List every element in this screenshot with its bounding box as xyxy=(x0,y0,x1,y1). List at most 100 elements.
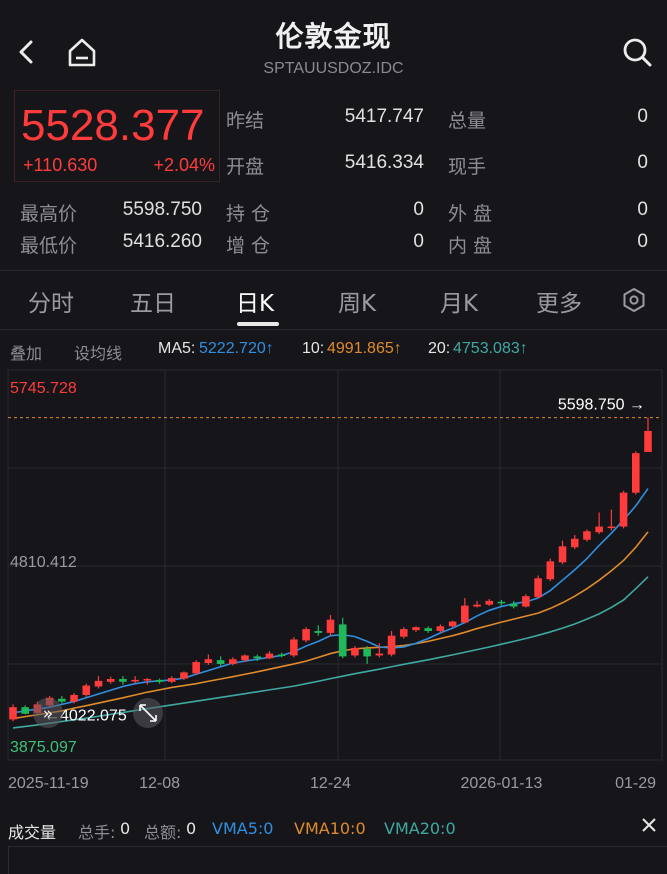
y-axis-top-label: 5745.728 xyxy=(10,380,77,397)
volume-title: 成交量 xyxy=(8,823,57,842)
total-amount-value: 0 xyxy=(186,819,197,838)
open-value: 5416.334 xyxy=(344,152,424,173)
candle-body xyxy=(583,531,591,540)
x-tick-label: 12-24 xyxy=(310,775,351,792)
vma5-value: VMA5:0 xyxy=(212,819,274,838)
candle-body xyxy=(387,635,396,655)
candle-body xyxy=(119,678,127,682)
add-position-label: 增 仓 xyxy=(226,235,271,257)
candle-body xyxy=(509,603,518,607)
add-position-value: 0 xyxy=(413,231,424,252)
close-icon xyxy=(642,818,656,832)
inner-value: 0 xyxy=(637,231,648,252)
divider xyxy=(0,329,667,330)
total-amount-label: 总额: xyxy=(144,823,182,842)
ma20-label: 20: xyxy=(428,340,451,357)
candle-body xyxy=(180,672,188,679)
candle-body xyxy=(106,678,115,682)
candle-body xyxy=(399,629,408,637)
prev-close-value: 5417.747 xyxy=(344,106,424,127)
y-axis-bottom-label: 3875.097 xyxy=(10,739,77,756)
divider xyxy=(0,270,667,271)
home-button[interactable] xyxy=(60,30,104,74)
scroll-left-button xyxy=(33,698,63,728)
candle-body xyxy=(448,621,457,627)
candle-body xyxy=(436,626,445,631)
candle-body xyxy=(131,679,139,682)
set-ma-button[interactable]: 设均线 xyxy=(74,346,123,363)
prev-close-label: 昨结 xyxy=(226,110,265,132)
tab-daily-k[interactable]: 日K xyxy=(236,291,275,317)
outer-value: 0 xyxy=(637,199,648,220)
inner-label: 内 盘 xyxy=(448,235,493,257)
candle-body xyxy=(424,628,432,631)
candle-body xyxy=(216,660,225,664)
overlay-button[interactable]: 叠加 xyxy=(10,346,43,363)
candle-body xyxy=(82,685,91,695)
price-box: 5528.377 +110.630 +2.04% xyxy=(14,90,220,182)
candle-body xyxy=(290,639,298,656)
ma20-line xyxy=(12,576,649,729)
total-volume-value: 0 xyxy=(637,106,648,127)
candle-body xyxy=(314,630,323,633)
top-bar: 伦敦金现 SPTAUUSDOZ.IDC xyxy=(0,0,667,88)
candle-body xyxy=(351,647,359,656)
x-tick-label: 12-08 xyxy=(139,775,180,792)
candle-body xyxy=(644,430,652,453)
settings-icon xyxy=(623,287,645,313)
active-tab-indicator xyxy=(237,322,279,326)
candle-body xyxy=(363,648,371,657)
candle-body xyxy=(204,659,213,663)
ma10-line xyxy=(12,531,649,720)
close-volume-button[interactable] xyxy=(640,816,658,838)
candle-body xyxy=(522,596,530,607)
tab-weekly-k[interactable]: 周K xyxy=(338,291,377,317)
tab-more[interactable]: 更多 xyxy=(536,291,582,317)
candle-body xyxy=(143,678,152,681)
candle-body xyxy=(229,659,237,664)
candle-body xyxy=(461,605,469,623)
back-button[interactable] xyxy=(5,30,49,74)
candle-body xyxy=(277,654,286,657)
chart-settings-button[interactable] xyxy=(612,278,656,322)
candle-body xyxy=(534,578,542,598)
home-icon xyxy=(68,38,96,67)
ma5-label: MA5: xyxy=(158,340,196,357)
low-price-marker: ←4022.075 xyxy=(44,707,127,724)
ma-legend: 叠加 设均线 MA5: 5222.720↑ 10: 4991.865↑ 20: … xyxy=(0,338,667,364)
candle-body xyxy=(558,546,567,563)
double-chevron-icon: » xyxy=(43,704,53,724)
candle-body xyxy=(473,604,481,607)
candle-body xyxy=(632,453,640,493)
candle-body xyxy=(58,698,66,702)
price-change: +110.630 xyxy=(23,155,98,175)
candle-body xyxy=(412,627,420,631)
tab-five-day[interactable]: 五日 xyxy=(130,291,176,317)
position-value: 0 xyxy=(413,199,424,220)
candle-body xyxy=(485,600,494,605)
volume-chart[interactable] xyxy=(8,846,667,874)
expand-icon xyxy=(139,704,157,722)
candle-body xyxy=(253,656,262,659)
ma10-value: 4991.865↑ xyxy=(327,340,402,357)
candle-body xyxy=(546,561,555,580)
candle-body xyxy=(326,619,335,633)
vma10-value: VMA10:0 xyxy=(294,819,366,838)
candle-body xyxy=(595,526,603,533)
current-hand-value: 0 xyxy=(637,152,648,173)
tab-monthly-k[interactable]: 月K xyxy=(440,291,479,317)
candle-body xyxy=(21,707,29,714)
kline-chart[interactable]: 5745.728 4810.412 3875.097 5598.750 → ←4022.… xyxy=(0,368,667,798)
search-button[interactable] xyxy=(615,30,659,74)
x-tick-label: 01-29 xyxy=(615,775,656,792)
period-tabs: 分时 五日 日K 周K 月K 更多 xyxy=(0,272,667,328)
total-hand-value: 0 xyxy=(120,819,131,838)
total-volume-label: 总量 xyxy=(448,110,487,132)
low-value: 5416.260 xyxy=(122,231,202,252)
candle-body xyxy=(375,653,384,656)
last-price: 5528.377 xyxy=(21,101,205,150)
low-label: 最低价 xyxy=(20,235,78,257)
total-hand-label: 总手: xyxy=(78,823,116,842)
tab-intraday[interactable]: 分时 xyxy=(28,291,74,317)
high-label: 最高价 xyxy=(20,203,78,225)
